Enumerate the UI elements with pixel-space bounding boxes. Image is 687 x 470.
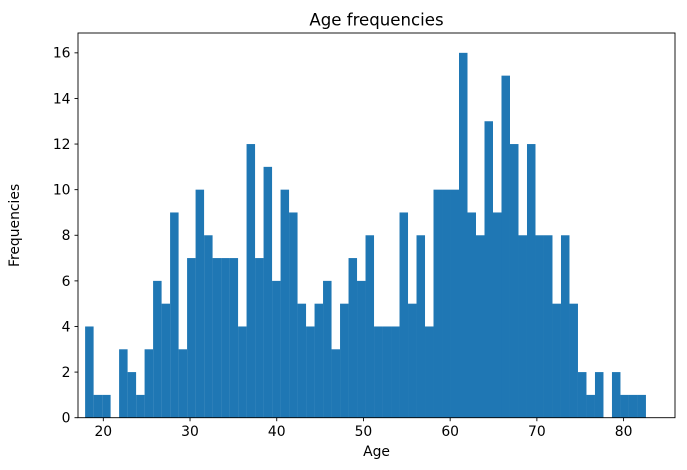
- chart-title: Age frequencies: [309, 11, 443, 30]
- x-tick-label: 60: [441, 424, 459, 440]
- histogram-bar: [161, 303, 171, 418]
- histogram-bar: [204, 235, 213, 418]
- y-tick-label: 6: [62, 274, 71, 290]
- bars-layer: [85, 52, 646, 418]
- histogram-bar: [153, 280, 162, 418]
- histogram-bar: [297, 303, 307, 418]
- axes-layer: 20 30 40 50 60 70 80 0 2 4 6 8 10 12 14 16: [53, 32, 676, 440]
- x-axis-label: Age: [363, 444, 390, 460]
- histogram-bar: [628, 394, 638, 418]
- histogram-bar: [178, 349, 188, 418]
- histogram-bar: [263, 166, 273, 418]
- histogram-bar: [476, 235, 485, 418]
- histogram-bar: [433, 189, 443, 418]
- x-tick-label: 20: [94, 424, 112, 440]
- y-tick-label: 2: [62, 365, 71, 381]
- histogram-bar: [238, 326, 247, 418]
- histogram-bar: [408, 303, 417, 418]
- x-tick-label: 70: [528, 424, 546, 440]
- x-tick-label: 80: [615, 424, 633, 440]
- y-tick-label: 0: [62, 411, 71, 427]
- y-tick-label: 16: [53, 46, 71, 62]
- histogram-bar: [637, 394, 646, 418]
- histogram-bar: [416, 235, 426, 418]
- histogram-bar: [620, 394, 629, 418]
- y-tick-label: 14: [53, 91, 71, 107]
- histogram-bar: [136, 394, 145, 418]
- histogram-bar: [365, 235, 375, 418]
- histogram-bar: [509, 144, 519, 418]
- histogram-bar: [611, 372, 621, 418]
- histogram-bar: [340, 303, 349, 418]
- histogram-bar: [594, 372, 604, 418]
- histogram-bar: [119, 349, 128, 418]
- histogram-bar: [518, 235, 527, 418]
- histogram-bar: [586, 394, 595, 418]
- histogram-bar: [467, 212, 476, 418]
- histogram-bar: [306, 326, 315, 418]
- plot-frame: [77, 32, 676, 419]
- histogram-bar: [229, 258, 239, 418]
- histogram-bar: [484, 121, 493, 418]
- x-tick-label: 40: [268, 424, 286, 440]
- histogram-bar: [374, 326, 383, 418]
- histogram-bar: [323, 280, 332, 418]
- histogram-bar: [399, 212, 409, 418]
- histogram-bar: [272, 280, 281, 418]
- histogram-bar: [560, 235, 570, 418]
- histogram-bar: [187, 258, 196, 418]
- histogram-bar: [459, 52, 468, 418]
- histogram-bar: [93, 394, 103, 418]
- histogram-bar: [102, 394, 111, 418]
- histogram-bar: [255, 258, 264, 418]
- histogram-bar: [569, 303, 578, 418]
- y-tick-label: 12: [53, 137, 71, 153]
- histogram-bar: [221, 258, 230, 418]
- histogram-bar: [442, 189, 451, 418]
- histogram-bar: [314, 303, 324, 418]
- x-tick-label: 30: [181, 424, 199, 440]
- histogram-bar: [543, 235, 553, 418]
- histogram-bar: [535, 235, 544, 418]
- histogram-bar: [501, 75, 510, 418]
- histogram-bar: [526, 144, 536, 418]
- histogram-bar: [280, 189, 290, 418]
- histogram-bar: [331, 349, 341, 418]
- histogram-bar: [577, 372, 587, 418]
- histogram-bar: [348, 258, 358, 418]
- histogram-bar: [144, 349, 154, 418]
- histogram-bar: [552, 303, 561, 418]
- histogram-bar: [289, 212, 298, 418]
- histogram-bar: [195, 189, 205, 418]
- histogram-bar: [212, 258, 222, 418]
- histogram-bar: [450, 189, 460, 418]
- histogram-bar: [382, 326, 392, 418]
- histogram-bar: [170, 212, 179, 418]
- histogram-bar: [246, 144, 256, 418]
- y-tick-label: 4: [62, 319, 71, 335]
- histogram-bar: [425, 326, 434, 418]
- histogram-bar: [85, 326, 94, 418]
- histogram-bar: [493, 212, 502, 418]
- histogram-bar: [127, 372, 137, 418]
- y-tick-label: 10: [53, 183, 71, 199]
- y-tick-label: 8: [62, 228, 71, 244]
- histogram-bar: [391, 326, 400, 418]
- x-tick-label: 50: [355, 424, 373, 440]
- histogram-bar: [357, 280, 366, 418]
- y-axis-label: Frequencies: [7, 184, 23, 267]
